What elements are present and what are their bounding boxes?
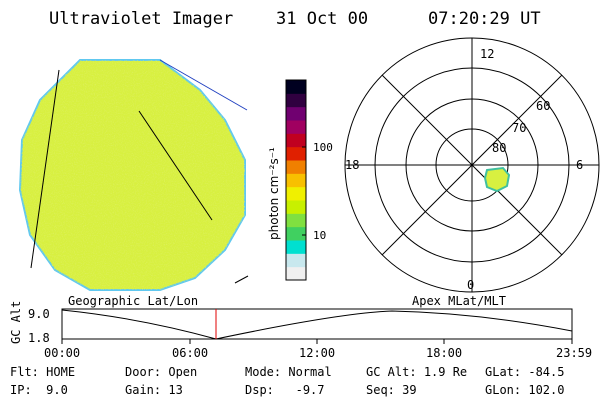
observation-date: 31 Oct 00 xyxy=(276,9,369,29)
colorbar-gradient xyxy=(286,80,306,281)
apex-label: Apex MLat/MLT xyxy=(412,294,506,308)
colorbar-segment xyxy=(286,133,306,148)
timeline-x-tick: 18:00 xyxy=(426,346,462,360)
timeline-axis-title: GC Alt xyxy=(9,301,23,344)
colorbar-segment xyxy=(286,173,306,188)
timeline-y-tick-top: 9.0 xyxy=(28,307,50,321)
mlt-label-0: 0 xyxy=(467,278,474,292)
status-glon: GLon: 102.0 xyxy=(485,383,565,397)
colorbar-segment xyxy=(286,106,306,121)
altitude-curve xyxy=(61,309,573,340)
status-gain-value: 13 xyxy=(168,383,183,397)
colorbar: 100 10 photon cm⁻²s⁻¹ xyxy=(267,79,333,281)
colorbar-segment xyxy=(286,146,306,161)
globe-image xyxy=(18,59,249,291)
globe-grid-line xyxy=(138,110,213,221)
lat-label-70: 70 xyxy=(512,121,526,135)
status-seq: Seq: 39 xyxy=(366,383,417,397)
colorbar-segment xyxy=(286,226,306,241)
timeline-frame xyxy=(61,308,573,340)
colorbar-tick-10: 10 xyxy=(313,229,326,242)
polar-diagonal xyxy=(381,74,563,256)
timeline-x-tick: 06:00 xyxy=(172,346,208,360)
altitude-timeline: Geographic Lat/Lon Apex MLat/MLT GC Alt … xyxy=(9,294,592,360)
timeline-x-tick: 12:00 xyxy=(299,346,335,360)
mlt-label-6: 6 xyxy=(576,158,583,172)
lat-label-80: 80 xyxy=(492,141,506,155)
mlt-label-12: 12 xyxy=(480,47,494,61)
colorbar-segment xyxy=(286,93,306,108)
observation-time: 07:20:29 UT xyxy=(428,9,541,29)
instrument-title: Ultraviolet Imager xyxy=(49,9,234,29)
colorbar-segment xyxy=(286,213,306,228)
timeline-x-tick: 23:59 xyxy=(556,346,592,360)
colorbar-segment xyxy=(286,186,306,201)
status-mode: Mode: Normal xyxy=(245,365,332,379)
status-glat: GLat: -84.5 xyxy=(485,365,565,379)
status-glat-value: -84.5 xyxy=(528,365,565,379)
timeline-y-tick-bottom: 1.8 xyxy=(28,331,50,345)
colorbar-segment xyxy=(286,266,306,281)
status-gc-alt: GC Alt: 1.9 Re xyxy=(366,365,468,379)
colorbar-segment xyxy=(286,80,306,94)
status-door: Door: Open xyxy=(125,365,198,379)
status-dsp-value: -9.7 xyxy=(295,383,325,397)
globe-grid-line xyxy=(234,275,249,284)
status-glon-value: 102.0 xyxy=(528,383,565,397)
status-dsp: Dsp: -9.7 xyxy=(245,383,325,397)
auroral-spot xyxy=(483,166,511,193)
globe-grid-line xyxy=(30,69,60,269)
colorbar-segment xyxy=(286,120,306,134)
status-ip: IP: 9.0 xyxy=(10,383,68,397)
status-gain: Gain: 13 xyxy=(125,383,183,397)
lat-label-60: 60 xyxy=(536,99,550,113)
timeline-x-tick: 00:00 xyxy=(44,346,80,360)
geographic-label: Geographic Lat/Lon xyxy=(68,294,198,308)
status-flt-value: HOME xyxy=(46,365,76,379)
status-flt: Flt: HOME xyxy=(10,365,76,379)
colorbar-unit-label: photon cm⁻²s⁻¹ xyxy=(267,147,281,240)
status-seq-value: 39 xyxy=(402,383,417,397)
status-door-value: Open xyxy=(168,365,198,379)
mlt-label-18: 18 xyxy=(345,158,359,172)
status-mode-value: Normal xyxy=(288,365,332,379)
colorbar-segment xyxy=(286,253,306,268)
colorbar-segment xyxy=(286,240,306,254)
colorbar-segment xyxy=(286,200,306,214)
polar-plot: 12 18 6 0 80 70 60 xyxy=(344,37,600,293)
status-ip-value: 9.0 xyxy=(46,383,68,397)
colorbar-tick-100: 100 xyxy=(313,141,333,154)
status-gc-alt-value: 1.9 Re xyxy=(423,365,468,379)
colorbar-segment xyxy=(286,160,306,174)
terminator-line xyxy=(159,59,248,111)
